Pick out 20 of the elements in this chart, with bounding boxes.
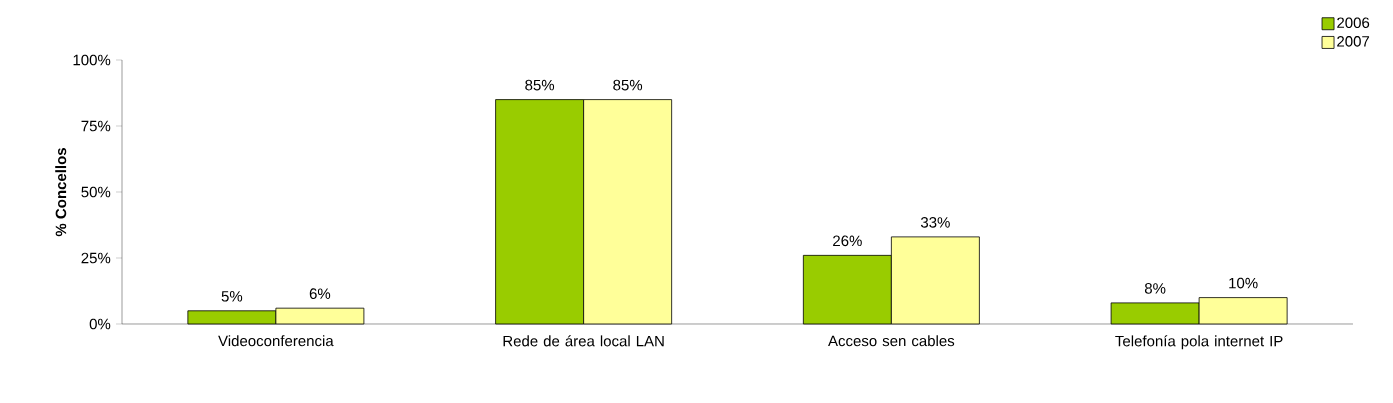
x-tick-label: Rede de área local LAN [503,335,664,347]
data-label: 6% [309,288,331,299]
y-tick-label: 50% [81,186,111,198]
data-label: 5% [221,291,243,302]
legend-label: 2006 [1337,17,1370,28]
x-tick-label: Videoconferencia [218,335,334,347]
data-label: 8% [1144,283,1166,294]
data-label: 26% [833,235,862,247]
y-tick-label: 0% [89,318,111,330]
y-tick-label: 75% [81,120,111,132]
y-tick-label: 100% [73,54,111,66]
x-tick-label: Telefonía pola internet IP [1115,335,1283,350]
data-label: 10% [1229,277,1258,289]
x-tick-label: Acceso sen cables [828,335,955,347]
data-label: 85% [525,79,555,91]
y-tick-label: 25% [81,252,111,264]
legend-label: 2007 [1337,36,1370,47]
data-label: 33% [920,217,950,228]
data-label: 85% [613,79,643,91]
y-axis-title: % Concellos [55,148,67,237]
